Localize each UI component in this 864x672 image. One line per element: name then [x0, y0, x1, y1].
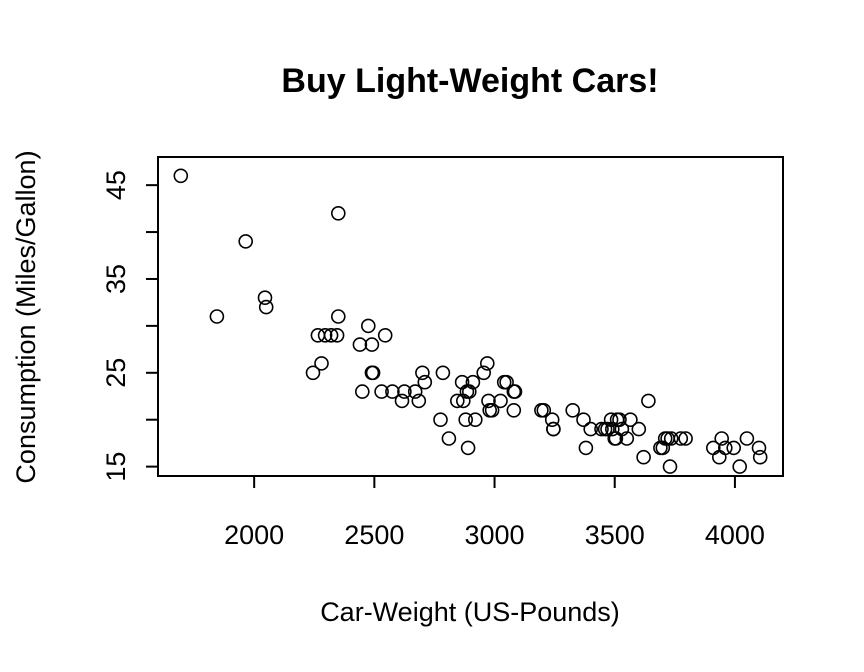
- data-point: [411, 393, 427, 409]
- data-point: [714, 431, 730, 446]
- data-point: [415, 365, 430, 381]
- data-point: [330, 206, 346, 221]
- data-point: [460, 440, 476, 456]
- data-point: [484, 402, 500, 418]
- data-point: [441, 431, 457, 446]
- data-point: [314, 356, 329, 371]
- data-point: [433, 412, 448, 428]
- data-point: [499, 374, 514, 390]
- data-point: [417, 374, 433, 390]
- data-point: [374, 384, 389, 399]
- data-point: [631, 421, 647, 437]
- data-point: [449, 393, 465, 409]
- data-point: [576, 412, 591, 428]
- data-point: [732, 459, 748, 474]
- y-tick-label: 15: [101, 452, 131, 482]
- data-point: [717, 440, 733, 456]
- data-point: [636, 449, 651, 465]
- data-point: [305, 365, 321, 381]
- data-point: [364, 337, 380, 352]
- data-point: [678, 431, 693, 446]
- data-point: [711, 449, 727, 465]
- data-point: [614, 421, 630, 437]
- data-point: [257, 290, 273, 306]
- x-axis: 2000 2500 3000 3500 4000: [224, 475, 765, 550]
- data-point: [377, 327, 393, 343]
- data-point: [461, 384, 477, 399]
- data-point: [317, 327, 333, 343]
- data-point: [329, 327, 345, 343]
- data-point: [173, 168, 189, 184]
- x-tick-label: 4000: [705, 520, 765, 550]
- data-point: [603, 412, 619, 428]
- data-point: [619, 431, 635, 446]
- y-tick-label: 45: [101, 170, 131, 200]
- data-point: [546, 421, 561, 437]
- data-points: [173, 168, 768, 474]
- data-point: [673, 431, 689, 446]
- data-point: [544, 412, 560, 428]
- data-point: [726, 440, 742, 456]
- data-point: [663, 431, 679, 446]
- data-point: [536, 402, 552, 418]
- data-point: [600, 421, 615, 437]
- data-point: [623, 412, 638, 428]
- data-point: [454, 374, 470, 390]
- data-point: [578, 440, 594, 456]
- data-point: [481, 393, 496, 409]
- chart-title: Buy Light-Weight Cars!: [281, 62, 658, 100]
- data-point: [479, 356, 495, 371]
- data-point: [752, 449, 768, 465]
- data-point: [352, 337, 368, 352]
- data-point: [751, 440, 767, 456]
- y-tick-label: 25: [101, 358, 131, 388]
- data-point: [493, 393, 508, 409]
- data-point: [465, 374, 481, 390]
- x-tick-label: 2500: [344, 520, 404, 550]
- data-point: [476, 365, 492, 381]
- data-point: [662, 459, 678, 474]
- data-point: [360, 318, 376, 334]
- y-tick-label: 35: [101, 264, 131, 294]
- data-point: [238, 234, 253, 249]
- data-point: [209, 309, 225, 324]
- data-point: [655, 440, 671, 456]
- data-point: [385, 384, 400, 399]
- data-point: [506, 402, 522, 418]
- data-point: [397, 384, 412, 399]
- data-point: [435, 365, 451, 381]
- data-point: [594, 421, 609, 437]
- x-tick-label: 2000: [224, 520, 284, 550]
- data-point: [323, 327, 339, 343]
- data-point: [565, 402, 581, 418]
- data-point: [258, 299, 274, 315]
- data-point: [407, 384, 423, 399]
- data-point: [507, 384, 523, 399]
- data-point: [583, 421, 599, 437]
- data-point: [641, 393, 656, 409]
- x-axis-label: Car-Weight (US-Pounds): [320, 597, 620, 627]
- plot-frame: [157, 156, 784, 477]
- data-point: [604, 421, 620, 437]
- x-tick-label: 3500: [585, 520, 645, 550]
- data-point: [354, 384, 370, 399]
- data-point: [330, 309, 346, 324]
- y-axis: 15 25 35 45: [101, 170, 159, 482]
- data-point: [458, 412, 474, 428]
- y-axis-label: Consumption (Miles/Gallon): [11, 150, 41, 483]
- data-point: [467, 412, 483, 428]
- data-point: [394, 393, 410, 409]
- data-point: [739, 431, 755, 446]
- data-point: [612, 412, 627, 428]
- x-tick-label: 3000: [464, 520, 524, 550]
- data-point: [365, 365, 381, 381]
